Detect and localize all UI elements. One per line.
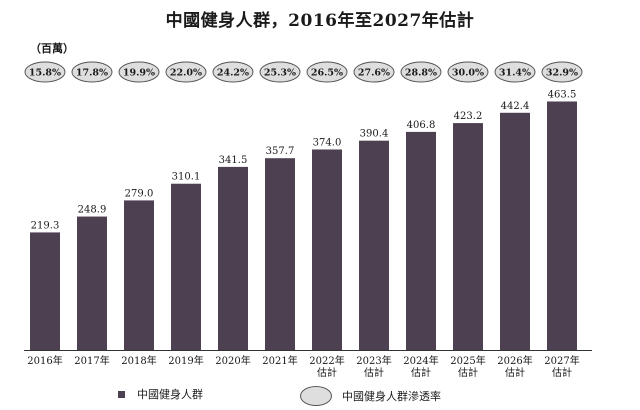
legend-item-penetration-rate: 中國健身人群滲透率	[300, 386, 441, 406]
rate-oval	[24, 61, 66, 83]
rate-label: 28.8%	[405, 68, 437, 79]
bar	[500, 112, 530, 350]
chart-title: 中國健身人群，2016年至2027年估計	[165, 11, 475, 31]
data-label: 357.7	[266, 146, 295, 157]
rate-oval	[447, 61, 489, 83]
x-tick-label: 2016年	[27, 354, 62, 367]
bar	[265, 158, 295, 350]
rate-oval	[400, 61, 442, 83]
bar	[77, 216, 107, 350]
data-label: 406.8	[407, 120, 436, 131]
legend-bar-label: 中國健身人群	[137, 388, 203, 401]
rate-oval	[212, 61, 254, 83]
bar	[124, 200, 154, 350]
rate-label: 31.4%	[499, 68, 531, 79]
rate-label: 17.8%	[76, 68, 108, 79]
x-tick-label: 2025年估計	[450, 354, 485, 379]
bar	[453, 123, 483, 350]
data-label: 248.9	[78, 205, 107, 216]
rate-label: 19.9%	[123, 68, 155, 79]
x-tick-label: 2027年估計	[544, 354, 579, 379]
rate-oval	[353, 61, 395, 83]
data-label: 374.0	[313, 137, 342, 148]
data-label: 279.0	[125, 188, 154, 199]
rate-oval	[494, 61, 536, 83]
rate-label: 25.3%	[264, 68, 296, 79]
data-label: 463.5	[548, 89, 577, 100]
x-tick-label: 2020年	[215, 354, 250, 367]
bar	[406, 131, 436, 350]
rate-oval	[306, 61, 348, 83]
data-label: 341.5	[219, 155, 248, 166]
rate-label: 32.9%	[546, 68, 578, 79]
unit-label: （百萬）	[30, 42, 74, 55]
x-tick-label: 2021年	[262, 354, 297, 367]
x-tick-label: 2026年估計	[497, 354, 532, 379]
bar	[30, 232, 60, 350]
rate-oval	[541, 61, 583, 83]
x-tick-label: 2023年估計	[356, 354, 391, 379]
rate-label: 26.5%	[311, 68, 343, 79]
bar	[171, 183, 201, 350]
data-label: 390.4	[360, 129, 389, 140]
bar	[312, 149, 342, 350]
legend-item-fitness-population: 中國健身人群	[118, 386, 203, 402]
x-tick-label: 2022年估計	[309, 354, 344, 379]
bar	[218, 166, 248, 350]
rate-oval	[71, 61, 113, 83]
x-tick-label: 2017年	[74, 354, 109, 367]
bar	[359, 140, 389, 350]
legend-bar-swatch	[118, 390, 125, 398]
x-tick-label: 2018年	[121, 354, 156, 367]
data-label: 442.4	[501, 101, 530, 112]
rate-oval	[165, 61, 207, 83]
rate-label: 27.6%	[358, 68, 390, 79]
legend-oval-swatch	[300, 386, 332, 406]
rate-label: 24.2%	[217, 68, 249, 79]
rate-label: 22.0%	[170, 68, 202, 79]
rate-oval	[259, 61, 301, 83]
bar	[547, 101, 577, 350]
rate-label: 30.0%	[452, 68, 484, 79]
data-label: 310.1	[172, 172, 201, 183]
data-label: 219.3	[31, 220, 60, 231]
rate-label: 15.8%	[29, 68, 61, 79]
x-tick-label: 2019年	[168, 354, 203, 367]
rate-oval	[118, 61, 160, 83]
x-tick-label: 2024年估計	[403, 354, 438, 379]
legend-oval-label: 中國健身人群滲透率	[342, 390, 441, 403]
data-label: 423.2	[454, 111, 483, 122]
